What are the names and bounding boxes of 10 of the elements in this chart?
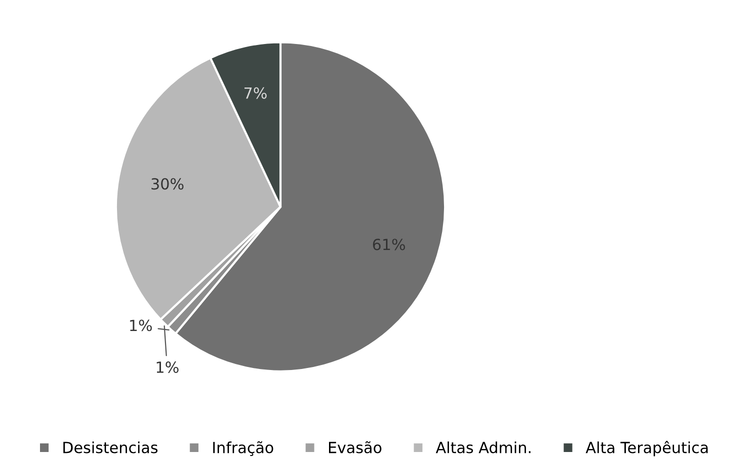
legend-label: Altas Admin. xyxy=(436,441,530,454)
data-label: 7% xyxy=(244,87,267,99)
data-label: 1% xyxy=(156,361,179,373)
legend-label: Alta Terapêutica xyxy=(586,440,708,456)
legend-label: Desistencias xyxy=(63,441,158,454)
legend-label: Evasão xyxy=(329,441,382,454)
data-label: 61% xyxy=(372,238,406,250)
data-label: 30% xyxy=(152,178,184,190)
legend-label: Infração xyxy=(213,441,274,456)
data-label: 1% xyxy=(130,320,152,332)
